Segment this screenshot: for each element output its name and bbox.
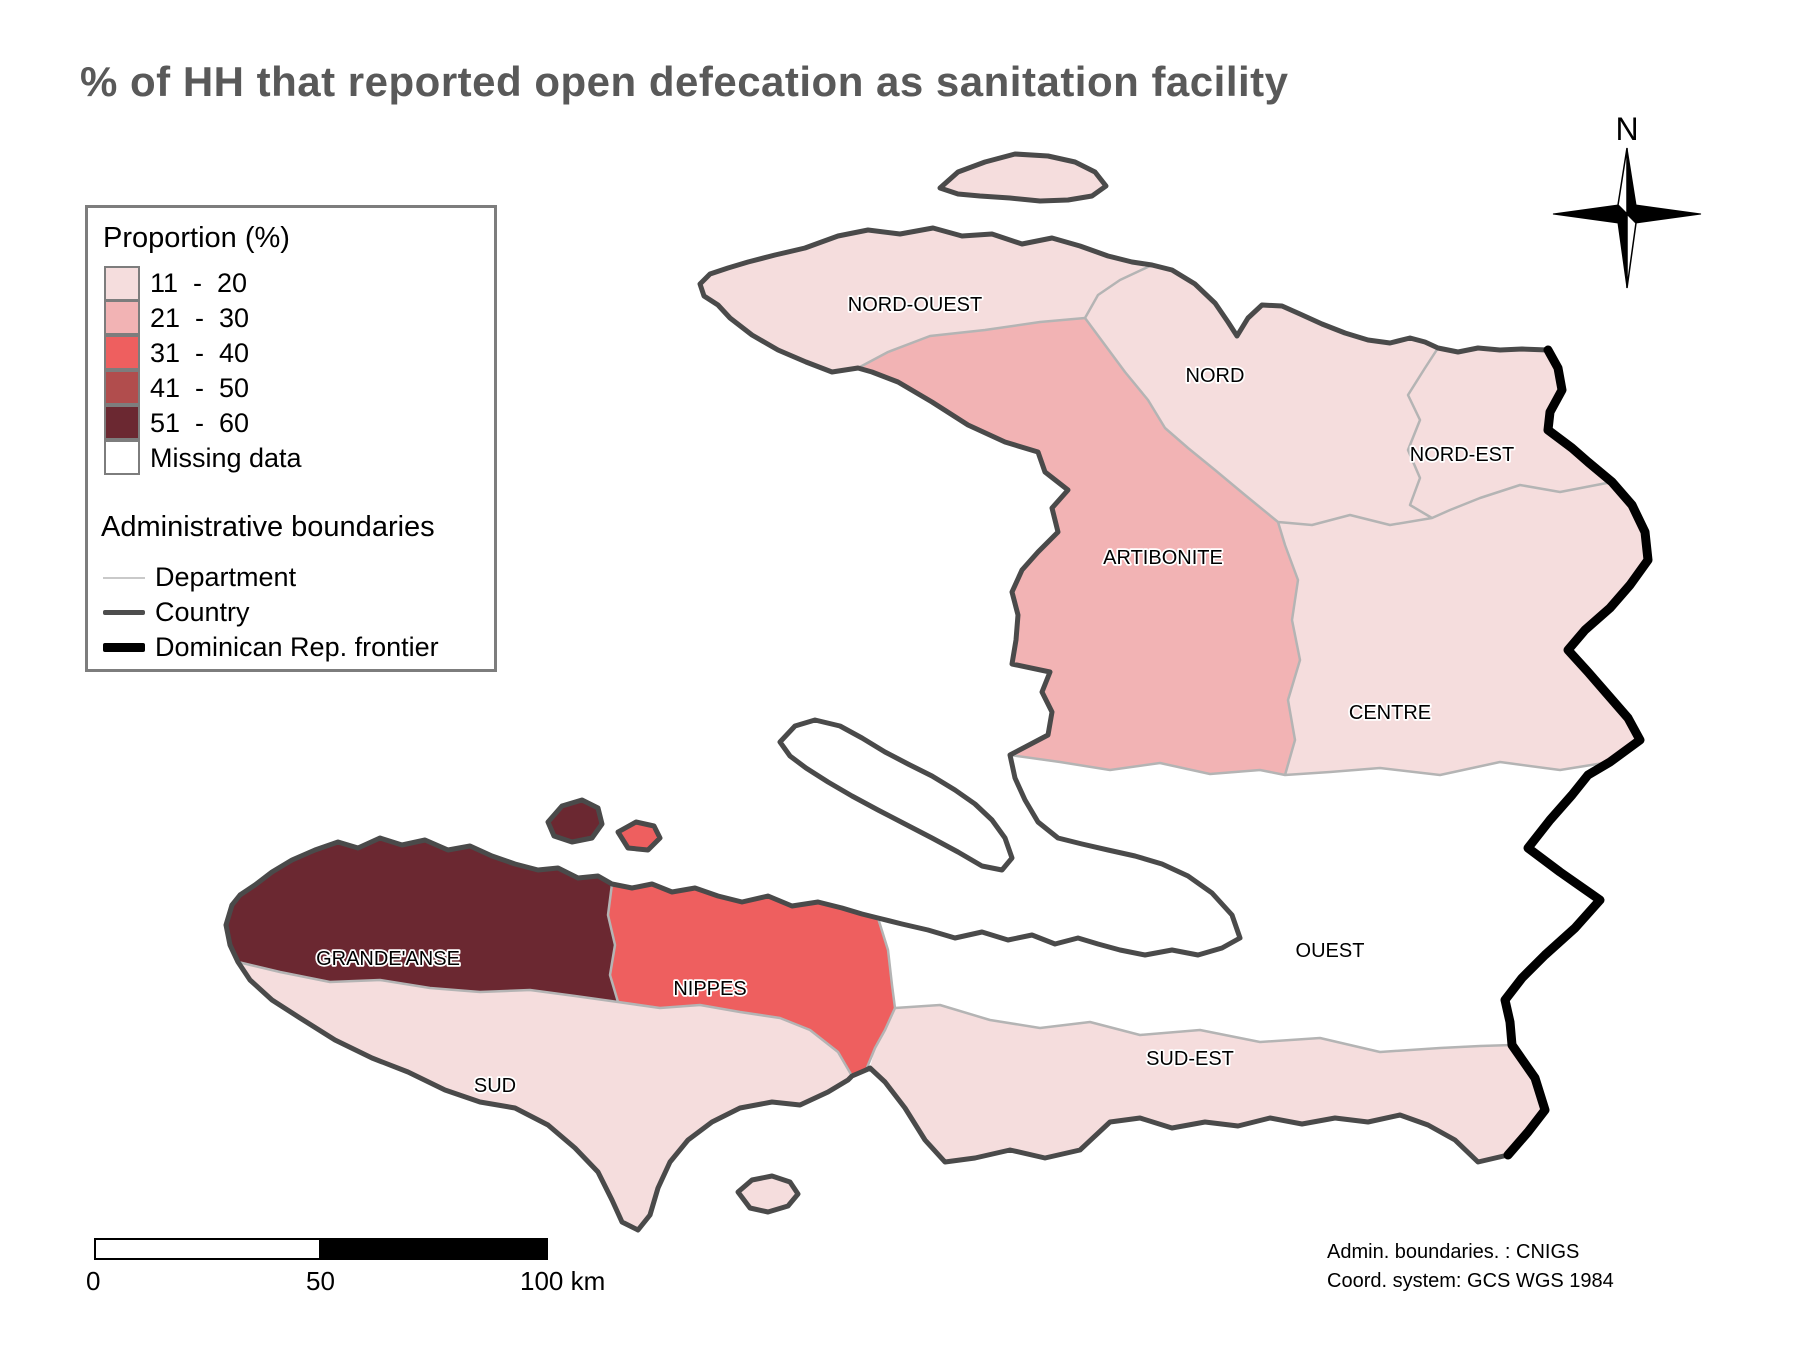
scale-bar-segment-black xyxy=(321,1240,546,1258)
label-artibonite: ARTIBONITE xyxy=(1103,547,1223,569)
country-border xyxy=(223,151,1651,1233)
legend-class-label: 41 - 50 xyxy=(150,373,250,403)
label-sud: SUD xyxy=(474,1075,516,1097)
legend-class-row: 41 - 50 xyxy=(104,369,302,406)
legend-boundary-row: Department xyxy=(103,560,439,595)
label-sud-est: SUD-EST xyxy=(1146,1048,1234,1070)
label-nippes: NIPPES xyxy=(673,978,746,1000)
legend-boundary-rows: Department Country Dominican Rep. fronti… xyxy=(103,560,439,665)
scale-bar-segment-white xyxy=(96,1240,321,1258)
label-grande-anse: GRANDE'ANSE xyxy=(316,948,460,970)
legend-class-row: 11 - 20 xyxy=(104,266,302,301)
legend-swatch-21-30 xyxy=(104,299,140,335)
legend-class-label: 11 - 20 xyxy=(150,268,248,298)
region-sud-est xyxy=(870,1005,1545,1162)
legend-boundary-row: Dominican Rep. frontier xyxy=(103,630,439,665)
legend-boundary-label: Country xyxy=(155,597,250,627)
legend-swatch-31-40 xyxy=(104,334,140,370)
legend-class-label: 31 - 40 xyxy=(150,338,250,368)
legend-boundary-label: Dominican Rep. frontier xyxy=(155,632,439,662)
region-ouest xyxy=(878,755,1610,1052)
legend-class-row: 21 - 30 xyxy=(104,299,302,336)
department-boundaries xyxy=(236,263,1614,1078)
legend-swatch-11-20 xyxy=(104,266,140,301)
region-artibonite xyxy=(858,318,1300,775)
legend-class-label: 51 - 60 xyxy=(150,408,250,438)
north-arrow: N xyxy=(1552,111,1702,289)
legend: Proportion (%) 11 - 20 21 - 30 31 - 40 4… xyxy=(85,205,497,672)
legend-proportion-heading: Proportion (%) xyxy=(103,222,290,254)
legend-swatch-missing xyxy=(104,439,140,475)
scale-tick-50: 50 xyxy=(306,1266,335,1296)
frontier-line-sample xyxy=(103,643,145,652)
attribution-line-2: Coord. system: GCS WGS 1984 xyxy=(1327,1270,1614,1292)
page-title: % of HH that reported open defecation as… xyxy=(80,58,1289,105)
region-centre xyxy=(1278,482,1648,775)
department-line-sample xyxy=(103,576,145,579)
label-nord-ouest: NORD-OUEST xyxy=(848,294,982,316)
legend-class-row: 51 - 60 xyxy=(104,404,302,441)
department-labels: NORD-OUEST NORD NORD-EST ARTIBONITE CENT… xyxy=(314,292,1516,1099)
legend-class-row: 31 - 40 xyxy=(104,334,302,371)
legend-class-label: Missing data xyxy=(150,443,302,473)
region-nord xyxy=(1085,265,1438,525)
region-nord-ouest xyxy=(700,228,1152,372)
north-arrow-label: N xyxy=(1615,111,1638,147)
scale-bar-graphic xyxy=(94,1238,548,1260)
dominican-frontier-line xyxy=(1500,345,1653,1160)
scale-tick-100: 100 km xyxy=(520,1266,606,1296)
legend-swatch-41-50 xyxy=(104,369,140,405)
label-ouest: OUEST xyxy=(1296,940,1365,962)
attribution: Admin. boundaries. : CNIGS Coord. system… xyxy=(1327,1238,1614,1296)
attribution-line-1: Admin. boundaries. : CNIGS xyxy=(1327,1241,1580,1263)
label-centre: CENTRE xyxy=(1349,702,1431,724)
legend-class-label: 21 - 30 xyxy=(150,303,250,333)
legend-boundaries-heading: Administrative boundaries xyxy=(101,511,435,543)
legend-boundary-row: Country xyxy=(103,595,439,630)
legend-class-rows: 11 - 20 21 - 30 31 - 40 41 - 50 51 - 60 xyxy=(104,266,302,476)
legend-swatch-51-60 xyxy=(104,404,140,440)
scale-tick-0: 0 xyxy=(86,1266,101,1296)
label-nord-est: NORD-EST xyxy=(1410,444,1514,466)
island-gonave xyxy=(780,720,1012,870)
label-nord: NORD xyxy=(1186,365,1245,387)
legend-class-row: Missing data xyxy=(104,439,302,476)
country-line-sample xyxy=(103,610,145,615)
island-ile-a-vache xyxy=(738,1176,798,1212)
region-grande-anse xyxy=(226,838,618,1002)
island-grande-cayemite xyxy=(548,800,602,842)
legend-boundary-label: Department xyxy=(155,562,297,592)
scale-bar: 0 50 100 km xyxy=(86,1238,605,1296)
department-fills xyxy=(226,154,1648,1230)
region-sud xyxy=(238,962,852,1230)
region-nippes xyxy=(608,884,895,1076)
